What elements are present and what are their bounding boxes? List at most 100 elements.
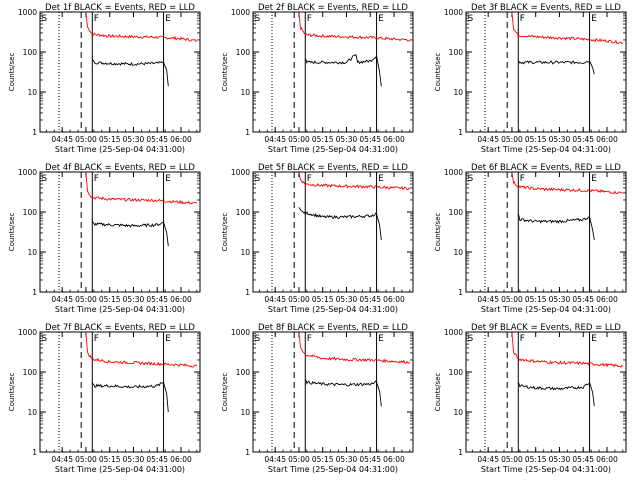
x-tick-label: 05:30 <box>549 295 571 304</box>
panel-title: Det 4f BLACK = Events, RED = LLD <box>45 163 195 173</box>
plot-frame <box>252 171 414 293</box>
x-axis-label: Start Time (25-Sep-04 04:31:00) <box>268 145 398 154</box>
series-line-black <box>517 213 595 241</box>
x-tick-label: 06:00 <box>596 295 618 304</box>
y-tick-label: 1000 <box>18 168 37 177</box>
x-tick-label: 04:45 <box>51 135 73 144</box>
y-tick-label: 100 <box>449 48 464 57</box>
series-line-red <box>85 331 198 368</box>
panel-title: Det 1f BLACK = Events, RED = LLD <box>45 3 195 13</box>
x-tick-label: 04:45 <box>51 455 73 464</box>
x-axis-label: Start Time (25-Sep-04 04:31:00) <box>55 145 185 154</box>
x-tick-label: 05:45 <box>146 135 168 144</box>
y-tick-label: 1000 <box>444 8 463 17</box>
marker-label: E <box>591 14 597 24</box>
series-line-red <box>511 331 624 368</box>
x-tick-label: 05:45 <box>572 455 594 464</box>
x-tick-label: 05:00 <box>75 455 97 464</box>
y-tick-label: 10 <box>240 408 250 417</box>
y-tick-label: 100 <box>236 368 251 377</box>
panel-title: Det 8f BLACK = Events, RED = LLD <box>258 323 408 333</box>
y-axis-label: Counts/sec <box>434 373 442 412</box>
y-axis-label: Counts/sec <box>221 213 229 252</box>
marker-label: E <box>591 334 597 344</box>
y-tick-label: 1 <box>458 288 463 297</box>
y-tick-label: 1 <box>458 448 463 457</box>
x-tick-label: 06:00 <box>170 455 192 464</box>
x-tick-label: 05:30 <box>549 135 571 144</box>
series-line-red <box>298 171 410 191</box>
marker-label: E <box>165 174 171 184</box>
plot-frame <box>252 331 414 453</box>
panel-4: Det 4f BLACK = Events, RED = LLD Counts/s… <box>8 163 201 314</box>
series-line-black <box>91 381 169 413</box>
x-tick-label: 06:00 <box>383 135 405 144</box>
x-tick-label: 05:45 <box>359 295 381 304</box>
panel-title: Det 3f BLACK = Events, RED = LLD <box>471 3 621 13</box>
x-tick-label: 05:15 <box>99 295 121 304</box>
marker-label: E <box>378 14 384 24</box>
y-tick-label: 10 <box>27 88 37 97</box>
y-tick-label: 100 <box>23 368 38 377</box>
y-axis-label: Counts/sec <box>434 213 442 252</box>
x-tick-label: 04:45 <box>477 295 499 304</box>
marker-label: S <box>468 174 474 184</box>
x-tick-label: 06:00 <box>170 295 192 304</box>
y-tick-label: 1 <box>32 128 37 137</box>
marker-label: F <box>520 334 525 344</box>
y-axis-label: Counts/sec <box>8 53 16 92</box>
x-tick-label: 04:45 <box>51 295 73 304</box>
x-tick-label: 04:45 <box>264 135 286 144</box>
series-line-black <box>304 54 382 87</box>
plot-frame <box>39 11 201 133</box>
x-axis-label: Start Time (25-Sep-04 04:31:00) <box>55 305 185 314</box>
x-tick-label: 05:45 <box>359 455 381 464</box>
panel-2: Det 2f BLACK = Events, RED = LLD Counts/s… <box>221 3 414 154</box>
series-line-red <box>298 11 411 42</box>
series-line-black <box>91 58 169 87</box>
panel-9: Det 9f BLACK = Events, RED = LLD Counts/s… <box>434 323 627 474</box>
series-line-red <box>511 171 623 195</box>
x-tick-label: 05:30 <box>549 455 571 464</box>
marker-label: F <box>307 334 312 344</box>
panel-title: Det 6f BLACK = Events, RED = LLD <box>471 163 621 173</box>
x-tick-label: 05:00 <box>288 455 310 464</box>
y-tick-label: 1 <box>458 128 463 137</box>
x-tick-label: 05:45 <box>146 455 168 464</box>
y-tick-label: 10 <box>453 88 463 97</box>
x-tick-label: 06:00 <box>383 295 405 304</box>
x-tick-label: 05:15 <box>525 455 547 464</box>
marker-label: E <box>165 14 171 24</box>
panel-title: Det 2f BLACK = Events, RED = LLD <box>258 3 408 13</box>
y-axis-label: Counts/sec <box>434 53 442 92</box>
x-tick-label: 04:45 <box>264 455 286 464</box>
marker-label: S <box>255 174 261 184</box>
marker-label: E <box>378 174 384 184</box>
y-tick-label: 1000 <box>231 168 250 177</box>
marker-label: F <box>94 334 99 344</box>
x-tick-label: 05:45 <box>572 295 594 304</box>
x-tick-label: 05:00 <box>75 135 97 144</box>
x-tick-label: 05:30 <box>336 295 358 304</box>
y-tick-label: 100 <box>236 208 251 217</box>
plot-frame <box>465 331 627 453</box>
x-tick-label: 05:00 <box>501 455 523 464</box>
y-tick-label: 10 <box>240 88 250 97</box>
x-tick-label: 05:15 <box>312 455 334 464</box>
y-tick-label: 100 <box>23 208 38 217</box>
series-line-red <box>298 331 411 364</box>
x-tick-label: 06:00 <box>596 455 618 464</box>
panel-7: Det 7f BLACK = Events, RED = LLD Counts/s… <box>8 323 201 474</box>
x-tick-label: 05:15 <box>525 135 547 144</box>
y-tick-label: 1 <box>245 128 250 137</box>
x-axis-label: Start Time (25-Sep-04 04:31:00) <box>268 465 398 474</box>
panel-3: Det 3f BLACK = Events, RED = LLD Counts/s… <box>434 3 627 154</box>
x-axis-label: Start Time (25-Sep-04 04:31:00) <box>55 465 185 474</box>
marker-label: E <box>165 334 171 344</box>
panel-title: Det 7f BLACK = Events, RED = LLD <box>45 323 195 333</box>
marker-label: F <box>94 174 99 184</box>
y-axis-label: Counts/sec <box>221 373 229 412</box>
plot-frame <box>39 171 201 293</box>
marker-label: S <box>255 14 261 24</box>
y-axis-label: Counts/sec <box>8 213 16 252</box>
